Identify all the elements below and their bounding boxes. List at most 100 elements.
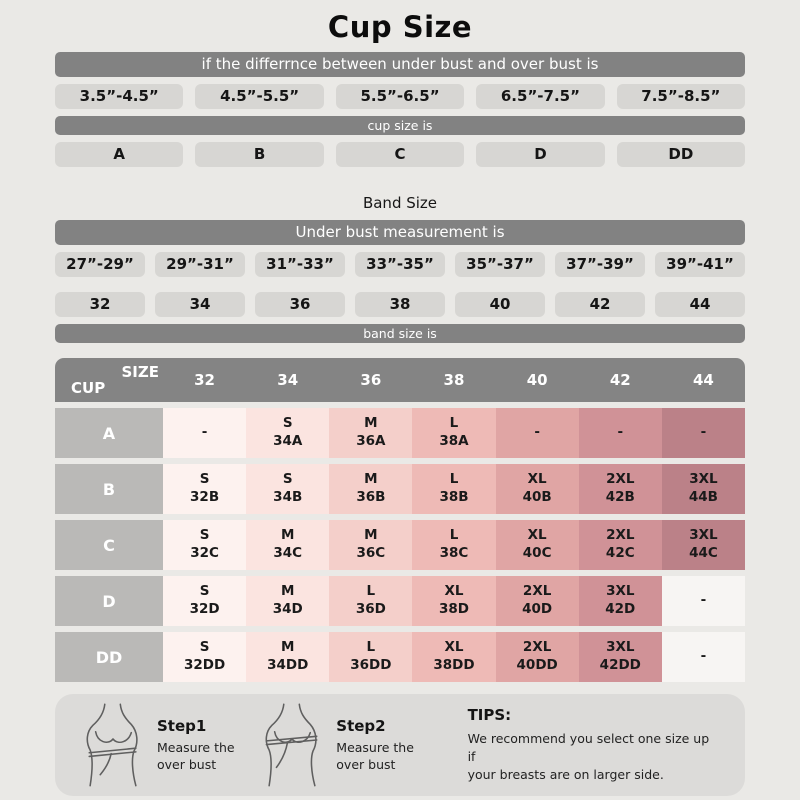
- size-cell: 3XL 44B: [661, 464, 745, 514]
- step1-label: Step1: [157, 716, 207, 735]
- size-cell: 3XL 42DD: [578, 632, 662, 682]
- corner-cup-label: CUP: [71, 379, 106, 397]
- size-cell: S 34B: [246, 464, 330, 514]
- step2-label: Step2: [336, 716, 386, 735]
- cup-range-pill: 4.5”-5.5”: [195, 84, 324, 109]
- page-title: Cup Size: [327, 10, 473, 44]
- size-cell: M 36C: [329, 520, 413, 570]
- band-number-pill: 40: [455, 292, 545, 317]
- band-range-row: 27”-29” 29”-31” 31”-33” 33”-35” 35”-37” …: [55, 252, 745, 277]
- corner-size-label: SIZE: [121, 363, 159, 381]
- cup-range-row: 3.5”-4.5” 4.5”-5.5” 5.5”-6.5” 6.5”-7.5” …: [55, 84, 746, 109]
- size-cell: M 34D: [246, 576, 330, 626]
- table-corner: SIZE CUP: [55, 358, 163, 402]
- band-number-pill: 36: [255, 292, 345, 317]
- measure-step2-icon: [260, 700, 324, 790]
- cup-row-header: D: [55, 576, 163, 626]
- size-cell: L 38B: [412, 464, 496, 514]
- cup-row-header: DD: [55, 632, 163, 682]
- size-cell: -: [578, 408, 662, 458]
- measure-step1-icon: [81, 700, 145, 790]
- step2-block: Step2 Measure the over bust: [336, 717, 427, 774]
- band-number-pill: 34: [155, 292, 245, 317]
- cup-letter-pill: B: [195, 142, 324, 167]
- size-cell: M 36B: [329, 464, 413, 514]
- size-table: SIZE CUP 32 34 36 38 40 42 44 A - S 34A …: [55, 358, 745, 682]
- cup-letter-row: A B C D DD: [55, 142, 746, 167]
- step2-text: Measure the over bust: [336, 739, 414, 772]
- size-chart-page: Cup Size if the differrnce between under…: [55, 0, 746, 796]
- step1-block: Step1 Measure the over bust: [157, 717, 248, 774]
- table-column-header: 36: [360, 371, 382, 389]
- tips-text: We recommend you select one size up if y…: [467, 730, 710, 783]
- table-column-header: 40: [526, 371, 548, 389]
- size-cell: -: [163, 408, 247, 458]
- table-column-header: 32: [194, 371, 215, 389]
- cup-range-pill: 7.5”-8.5”: [616, 84, 746, 109]
- tips-label: TIPS:: [467, 705, 512, 724]
- table-column-header: 38: [443, 371, 465, 389]
- size-cell: L 38C: [412, 520, 496, 570]
- size-cell: XL 38D: [412, 576, 496, 626]
- measure-steps-panel: Step1 Measure the over bust Step2 Measur…: [55, 694, 745, 796]
- cup-range-pill: 3.5”-4.5”: [55, 84, 184, 109]
- size-row: D S 32D M 34D L 36D XL 38D 2XL 40D 3XL 4…: [55, 576, 745, 626]
- band-size-title: Band Size: [362, 194, 438, 212]
- band-range-pill: 27”-29”: [55, 252, 145, 277]
- band-range-pill: 39”-41”: [655, 252, 745, 277]
- size-cell: -: [661, 408, 745, 458]
- tips-block: TIPS: We recommend you select one size u…: [468, 706, 719, 784]
- band-caption-bar: band size is: [55, 324, 745, 343]
- band-header-bar: Under bust measurement is: [55, 220, 745, 245]
- size-cell: XL 40C: [495, 520, 579, 570]
- size-row: C S 32C M 34C M 36C L 38C XL 40C 2XL 42C…: [55, 520, 745, 570]
- band-range-pill: 29”-31”: [155, 252, 245, 277]
- table-column-header: 42: [609, 371, 631, 389]
- size-cell: XL 38DD: [412, 632, 496, 682]
- band-range-pill: 33”-35”: [355, 252, 445, 277]
- size-cell: 3XL 42D: [578, 576, 662, 626]
- size-cell: -: [661, 632, 745, 682]
- band-number-pill: 44: [655, 292, 745, 317]
- cup-row-header: A: [55, 408, 163, 458]
- band-range-pill: 35”-37”: [455, 252, 545, 277]
- size-cell: XL 40B: [495, 464, 579, 514]
- size-cell: L 38A: [412, 408, 496, 458]
- size-cell: S 32B: [163, 464, 247, 514]
- size-cell: L 36D: [329, 576, 413, 626]
- size-cell: 2XL 42B: [578, 464, 662, 514]
- size-row: DD S 32DD M 34DD L 36DD XL 38DD 2XL 40DD…: [55, 632, 745, 682]
- cup-range-pill: 6.5”-7.5”: [476, 84, 605, 109]
- table-column-header: 44: [692, 371, 714, 389]
- cup-letter-pill: DD: [616, 142, 746, 167]
- cup-diff-header-bar: if the differrnce between under bust and…: [55, 52, 745, 77]
- size-cell: S 32C: [163, 520, 247, 570]
- size-cell: S 32D: [163, 576, 247, 626]
- size-cell: M 34C: [246, 520, 330, 570]
- size-cell: S 34A: [246, 408, 330, 458]
- band-number-pill: 32: [55, 292, 145, 317]
- cup-letter-pill: C: [335, 142, 465, 167]
- size-row: A - S 34A M 36A L 38A - - -: [55, 408, 745, 458]
- size-cell: M 36A: [329, 408, 413, 458]
- size-row: B S 32B S 34B M 36B L 38B XL 40B 2XL 42B…: [55, 464, 745, 514]
- size-cell: 2XL 40D: [495, 576, 579, 626]
- size-cell: -: [661, 576, 745, 626]
- table-column-header: 34: [277, 371, 299, 389]
- size-cell: 3XL 44C: [661, 520, 745, 570]
- band-number-row: 32 34 36 38 40 42 44: [55, 292, 745, 317]
- size-table-header: SIZE CUP 32 34 36 38 40 42 44: [55, 358, 745, 402]
- cup-letter-pill: D: [476, 142, 605, 167]
- size-cell: 2XL 42C: [578, 520, 662, 570]
- band-number-pill: 38: [355, 292, 445, 317]
- size-cell: L 36DD: [329, 632, 413, 682]
- cup-range-pill: 5.5”-6.5”: [335, 84, 465, 109]
- size-cell: 2XL 40DD: [495, 632, 579, 682]
- cup-row-header: C: [55, 520, 163, 570]
- cup-size-caption-bar: cup size is: [55, 116, 745, 135]
- size-cell: S 32DD: [163, 632, 247, 682]
- cup-letter-pill: A: [55, 142, 184, 167]
- size-cell: M 34DD: [246, 632, 330, 682]
- band-range-pill: 31”-33”: [255, 252, 345, 277]
- band-number-pill: 42: [555, 292, 645, 317]
